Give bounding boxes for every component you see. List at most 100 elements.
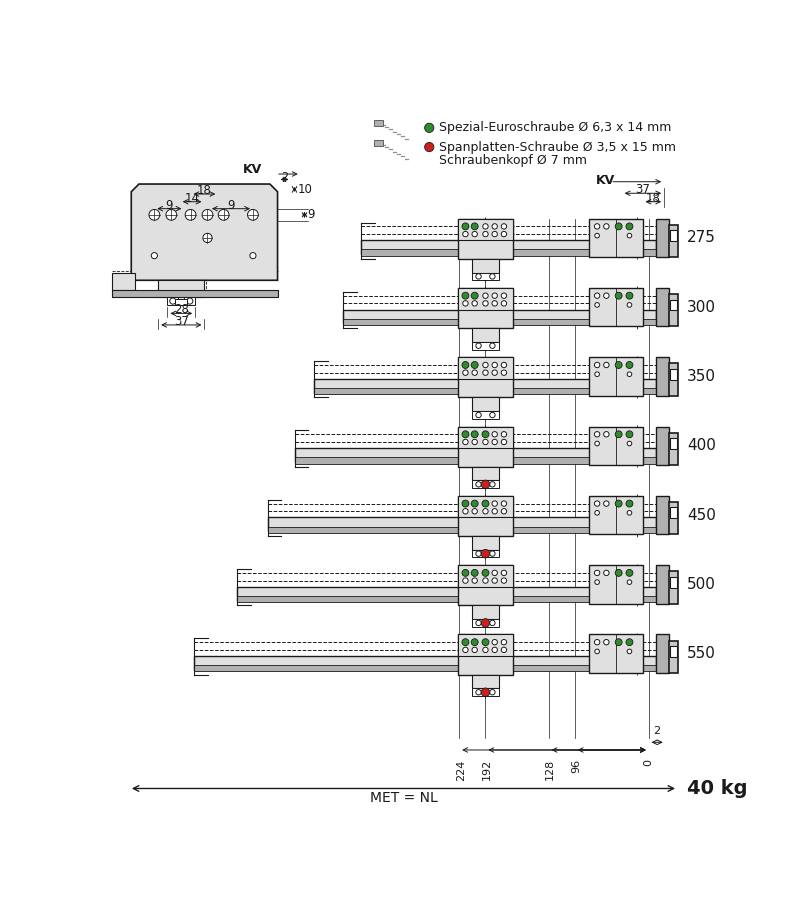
Circle shape — [462, 569, 469, 577]
Circle shape — [462, 292, 469, 299]
Circle shape — [502, 231, 506, 237]
Text: 192: 192 — [482, 760, 492, 781]
Circle shape — [482, 647, 488, 652]
Circle shape — [626, 361, 633, 369]
Circle shape — [482, 224, 488, 229]
Text: Schraubenkopf Ø 7 mm: Schraubenkopf Ø 7 mm — [439, 153, 587, 166]
Text: 224: 224 — [456, 760, 466, 781]
Circle shape — [476, 481, 482, 487]
Circle shape — [462, 500, 469, 507]
Text: 14: 14 — [185, 192, 199, 205]
Circle shape — [482, 431, 489, 438]
Bar — [590, 358, 643, 395]
Bar — [194, 656, 656, 670]
Circle shape — [626, 500, 633, 507]
Circle shape — [492, 570, 498, 576]
Circle shape — [502, 578, 506, 583]
Text: 9: 9 — [227, 199, 234, 212]
Circle shape — [472, 578, 478, 583]
Circle shape — [492, 293, 498, 298]
Bar — [670, 646, 677, 657]
Text: 275: 275 — [687, 230, 716, 246]
Bar — [458, 219, 513, 259]
Circle shape — [594, 224, 600, 229]
Circle shape — [490, 689, 495, 695]
Bar — [314, 379, 657, 393]
Circle shape — [166, 210, 177, 220]
Bar — [472, 688, 499, 696]
Circle shape — [482, 638, 489, 646]
Text: MET = NL: MET = NL — [370, 791, 438, 805]
Text: Spanplatten-Schraube Ø 3,5 x 15 mm: Spanplatten-Schraube Ø 3,5 x 15 mm — [439, 140, 676, 153]
Circle shape — [471, 569, 478, 577]
Text: 550: 550 — [687, 646, 716, 662]
Text: KV: KV — [243, 163, 262, 176]
Circle shape — [462, 508, 468, 514]
Bar — [656, 635, 669, 673]
Circle shape — [490, 412, 495, 418]
Circle shape — [425, 123, 434, 132]
Bar — [237, 587, 657, 601]
Bar — [670, 507, 677, 518]
Circle shape — [604, 293, 609, 298]
Circle shape — [471, 292, 478, 299]
Circle shape — [595, 303, 599, 307]
Circle shape — [502, 508, 506, 514]
Circle shape — [471, 361, 478, 369]
Circle shape — [615, 292, 622, 299]
Bar — [184, 298, 195, 305]
Bar — [112, 273, 135, 289]
Text: 2: 2 — [654, 726, 661, 736]
Circle shape — [218, 210, 229, 220]
Bar — [656, 565, 669, 603]
Circle shape — [482, 500, 489, 507]
Bar — [472, 675, 499, 688]
Circle shape — [492, 362, 498, 368]
Circle shape — [492, 578, 498, 583]
Bar — [458, 565, 513, 605]
Bar — [472, 259, 499, 273]
Text: 10: 10 — [298, 183, 313, 196]
Circle shape — [482, 370, 488, 375]
Circle shape — [462, 361, 469, 369]
Circle shape — [482, 362, 488, 368]
Text: 350: 350 — [687, 369, 716, 384]
Bar — [194, 665, 656, 672]
Bar — [472, 342, 499, 349]
Circle shape — [604, 639, 609, 645]
Bar — [590, 635, 643, 673]
Circle shape — [185, 210, 196, 220]
Circle shape — [615, 500, 622, 507]
Circle shape — [626, 223, 633, 230]
Circle shape — [482, 231, 488, 237]
Circle shape — [626, 569, 633, 577]
Circle shape — [482, 439, 488, 444]
Bar — [472, 411, 499, 419]
Text: 0: 0 — [644, 760, 654, 766]
Bar — [458, 288, 513, 328]
Circle shape — [627, 372, 632, 377]
Circle shape — [502, 432, 506, 437]
Bar — [458, 565, 513, 587]
Circle shape — [595, 372, 599, 377]
Bar — [343, 310, 656, 323]
Circle shape — [626, 292, 633, 299]
Circle shape — [203, 233, 212, 242]
Bar — [362, 249, 657, 256]
Bar — [458, 427, 513, 467]
Circle shape — [482, 480, 490, 489]
Bar — [267, 517, 657, 531]
Polygon shape — [131, 184, 278, 280]
Circle shape — [462, 578, 468, 583]
Circle shape — [482, 508, 488, 514]
Bar — [472, 536, 499, 550]
Bar — [472, 605, 499, 619]
Circle shape — [247, 210, 258, 220]
Bar — [458, 635, 513, 675]
Circle shape — [594, 432, 600, 437]
Circle shape — [492, 647, 498, 652]
Bar — [590, 427, 643, 465]
Circle shape — [482, 293, 488, 298]
Circle shape — [471, 500, 478, 507]
Bar — [472, 550, 499, 557]
